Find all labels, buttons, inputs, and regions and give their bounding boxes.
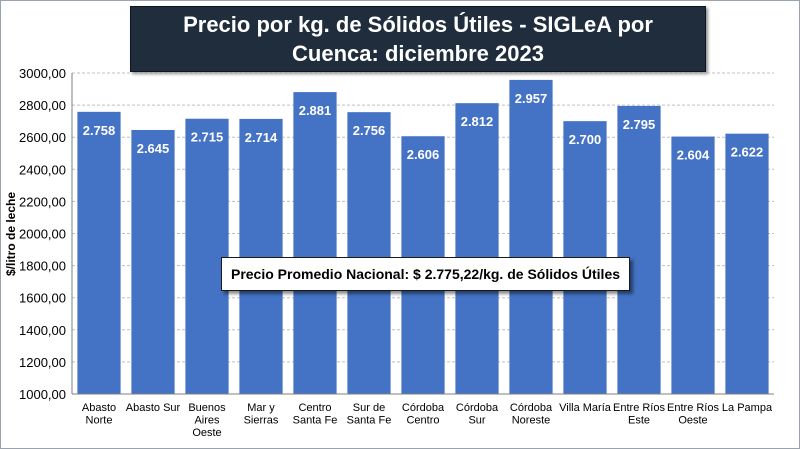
chart-title: Precio por kg. de Sólidos Útiles - SIGLe… [183, 12, 653, 66]
bar [293, 92, 337, 395]
y-tick-label: 3000,00 [19, 66, 66, 81]
bar [725, 133, 769, 394]
bar [185, 118, 229, 395]
bars [77, 79, 769, 395]
national-average-annotation: Precio Promedio Nacional: $ 2.775,22/kg.… [221, 257, 630, 291]
y-tick-label: 1800,00 [19, 259, 66, 274]
y-tick-label: 1400,00 [19, 323, 66, 338]
x-tick-label: Abasto Norte [82, 402, 116, 427]
x-tick-label: Villa María [559, 402, 612, 414]
bar [617, 105, 661, 394]
bar-value-label: 2.714 [245, 130, 278, 145]
bar-value-label: 2.700 [569, 132, 602, 147]
bar-value-label: 2.645 [137, 141, 170, 156]
x-tick-label: Córdoba Noreste [510, 402, 553, 427]
bar [77, 111, 121, 394]
bar-value-label: 2.957 [515, 91, 548, 106]
labels: 1000,00 1200,00 1400,00 1600,00 1800,00 2000,… [19, 66, 773, 439]
bar [347, 112, 391, 395]
x-tick-label: Mar y Sierras [244, 402, 279, 427]
x-tick-label: Entre Ríos Este [613, 402, 665, 427]
bar [671, 136, 715, 395]
x-tick-label: Abasto Sur [126, 402, 181, 414]
y-tick-label: 2400,00 [19, 162, 66, 177]
bar-value-label: 2.758 [83, 123, 116, 138]
chart-title-box: Precio por kg. de Sólidos Útiles - SIGLe… [130, 6, 706, 72]
bar-value-label: 2.795 [623, 117, 656, 132]
bar [131, 129, 175, 395]
y-tick-label: 2000,00 [19, 227, 66, 242]
bar-value-label: 2.812 [461, 114, 494, 129]
y-tick-label: 2600,00 [19, 130, 66, 145]
y-tick-label: 1600,00 [19, 291, 66, 306]
x-tick-label: Córdoba Sur [456, 402, 499, 427]
x-tick-label: Centro Santa Fe [293, 402, 338, 427]
x-tick-label: Córdoba Centro [402, 402, 445, 427]
y-tick-label: 2800,00 [19, 98, 66, 113]
bar-value-label: 2.622 [731, 145, 764, 160]
y-axis-label: $/litro de leche [4, 192, 18, 276]
y-tick-label: 1000,00 [19, 387, 66, 402]
bar-value-label: 2.881 [299, 103, 332, 118]
axes [71, 73, 774, 395]
x-tick-label: Sur de Santa Fe [347, 402, 392, 427]
y-tick-label: 1200,00 [19, 355, 66, 370]
bar-value-label: 2.606 [407, 147, 440, 162]
x-tick-label: Buenos Aires Oeste [188, 402, 226, 439]
bar [239, 118, 283, 394]
bar-value-label: 2.756 [353, 123, 386, 138]
bar-value-label: 2.604 [677, 148, 710, 163]
x-tick-label: La Pampa [722, 402, 773, 414]
y-tick-label: 2200,00 [19, 194, 66, 209]
bar [455, 103, 499, 394]
x-tick-label: Entre Ríos Oeste [667, 402, 719, 427]
bar-value-label: 2.715 [191, 130, 224, 145]
bar [509, 79, 553, 395]
